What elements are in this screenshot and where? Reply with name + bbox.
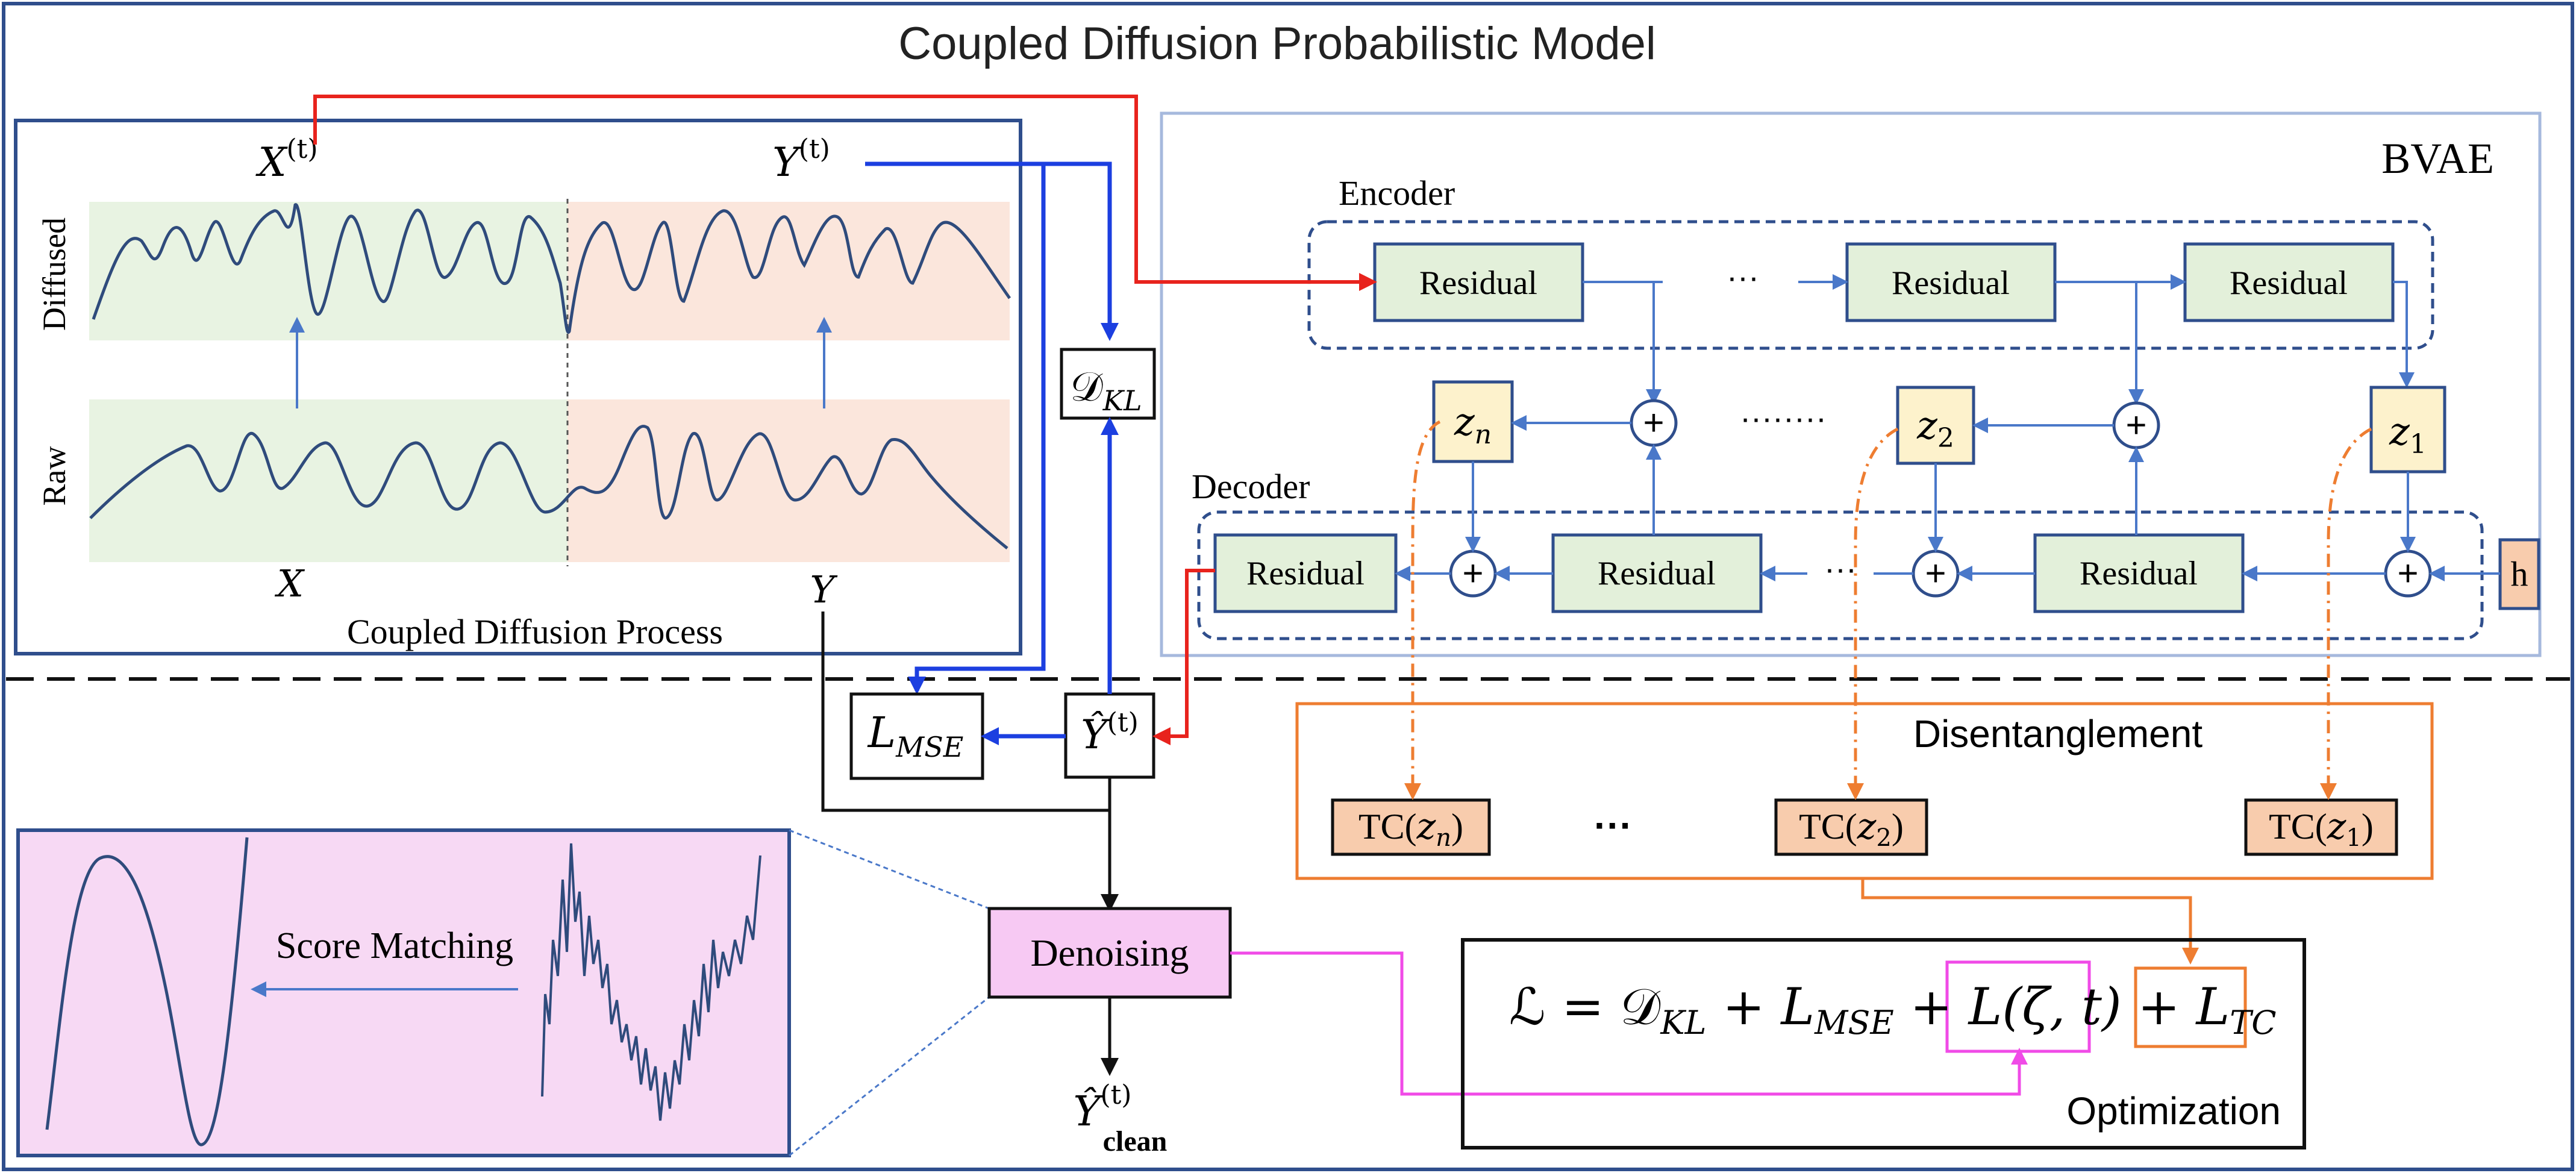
raw-series-curve xyxy=(89,425,1008,549)
decoder-ellipsis: ··· xyxy=(1824,551,1857,587)
y-to-dkl-arrow xyxy=(865,161,1119,341)
diagram-title: Coupled Diffusion Probabilistic Model xyxy=(898,18,1656,69)
raw-y-pane xyxy=(567,399,1010,562)
decoder-residual-1-label: Residual xyxy=(1246,555,1365,592)
zoom-line-bottom xyxy=(789,996,990,1157)
tc-zn-label: TC(zn) xyxy=(1358,805,1463,852)
tc-z2-label: TC(z2) xyxy=(1799,805,1904,852)
bvae-panel xyxy=(1160,111,2542,657)
lmse-box[interactable] xyxy=(849,692,984,780)
diffused-y-pane xyxy=(567,202,1010,340)
row-label-diffused: Diffused xyxy=(36,217,72,331)
y-t-label: Y(t) xyxy=(772,134,830,186)
clean-signal-curve xyxy=(45,837,249,1146)
denoise-to-score-loss-arrow xyxy=(1230,951,2028,1096)
encoder-label: Encoder xyxy=(1339,174,1455,213)
h-input-label: h xyxy=(2511,554,2528,593)
lmse-label: LMSE xyxy=(867,708,964,763)
latent-zn-label: zn xyxy=(1454,400,1492,450)
zoom-line-top xyxy=(789,829,990,910)
y-to-lmse-arrow xyxy=(908,164,1046,695)
disentanglement-panel xyxy=(1295,702,2434,880)
tc-z2-box[interactable] xyxy=(1774,798,1928,856)
optimization-panel xyxy=(1461,938,2306,1150)
latent-ellipsis: ········ xyxy=(1740,400,1827,436)
diffusion-caption: Coupled Diffusion Process xyxy=(347,612,723,651)
decoder-residual-3[interactable] xyxy=(2033,533,2245,613)
dkl-label: 𝒟KL xyxy=(1070,363,1142,417)
encoder-to-z1-link xyxy=(2393,281,2415,388)
latent-z2-label: z2 xyxy=(1916,404,1954,454)
encoder-residual-2-label: Residual xyxy=(1892,264,2010,302)
denoising-label: Denoising xyxy=(1030,931,1189,974)
z1-to-tc-link xyxy=(2320,427,2372,800)
decoder-label: Decoder xyxy=(1192,467,1310,506)
latent-z1-label: z1 xyxy=(2389,410,2427,460)
optimization-label: Optimization xyxy=(2066,1089,2281,1133)
encoder-residual-3-label: Residual xyxy=(2230,264,2348,302)
x-to-encoder-arrow xyxy=(313,95,1377,291)
x-label: X xyxy=(275,561,305,605)
plus-node-lower-1-label: + xyxy=(1462,553,1483,593)
decoder-group xyxy=(1197,510,2484,640)
decoder-residual-3-label: Residual xyxy=(2080,555,2198,592)
bvae-title: BVAE xyxy=(2381,134,2494,183)
decoder-residual-1[interactable] xyxy=(1213,533,1398,613)
encoder-residual-1-label: Residual xyxy=(1419,264,1537,302)
plus-node-upper-1-label: + xyxy=(1643,402,1664,443)
decoder-to-yhat-arrow xyxy=(1152,569,1215,745)
clean-output-label: Ŷ(t) xyxy=(1074,1080,1132,1136)
encoder-residual-3[interactable] xyxy=(2183,242,2395,322)
dkl-box[interactable] xyxy=(1060,348,1156,420)
tc-ellipsis: ··· xyxy=(1594,804,1633,847)
decoder-residual-2[interactable] xyxy=(1551,533,1763,613)
diffusion-panel xyxy=(14,119,1022,655)
noisy-signal-curve xyxy=(541,843,761,1121)
tc-zn-box[interactable] xyxy=(1331,798,1491,856)
score-matching-panel xyxy=(16,828,791,1157)
plus-node-lower-2-label: + xyxy=(1925,553,1946,593)
diffused-x-pane xyxy=(89,202,567,340)
y-to-denoise-line xyxy=(821,612,1110,812)
tc-z1-box[interactable] xyxy=(2244,798,2398,856)
x-t-label: X(t) xyxy=(255,134,317,186)
y-hat-label: Ŷ(t) xyxy=(1081,707,1139,758)
clean-output-sub: clean xyxy=(1103,1125,1168,1157)
plus-node-upper-2-label: + xyxy=(2125,405,2146,445)
z2-to-tc-link xyxy=(1847,427,1899,800)
score-loss-highlight xyxy=(1945,960,2091,1053)
row-label-raw: Raw xyxy=(36,446,72,506)
encoder-ellipsis: ··· xyxy=(1727,259,1759,295)
y-label: Y xyxy=(810,568,838,612)
diffused-series-curve xyxy=(92,203,1011,334)
disentangle-to-ltc-arrow xyxy=(1861,878,2199,965)
raw-x-pane xyxy=(89,399,567,562)
objective-equation: ℒ = 𝒟KL + LMSE + L(ζ, t) + LTC xyxy=(1509,977,2277,1042)
disentanglement-title: Disentanglement xyxy=(1913,712,2203,755)
score-matching-label: Score Matching xyxy=(276,925,513,966)
zn-to-tc-link xyxy=(1404,420,1441,800)
latent-zn[interactable] xyxy=(1432,380,1514,463)
plus-node-lower-3-label: + xyxy=(2397,553,2418,593)
encoder-group xyxy=(1307,220,2434,350)
decoder-residual-2-label: Residual xyxy=(1598,555,1716,592)
tc-z1-label: TC(z1) xyxy=(2269,805,2374,852)
tc-loss-highlight xyxy=(2134,966,2247,1048)
